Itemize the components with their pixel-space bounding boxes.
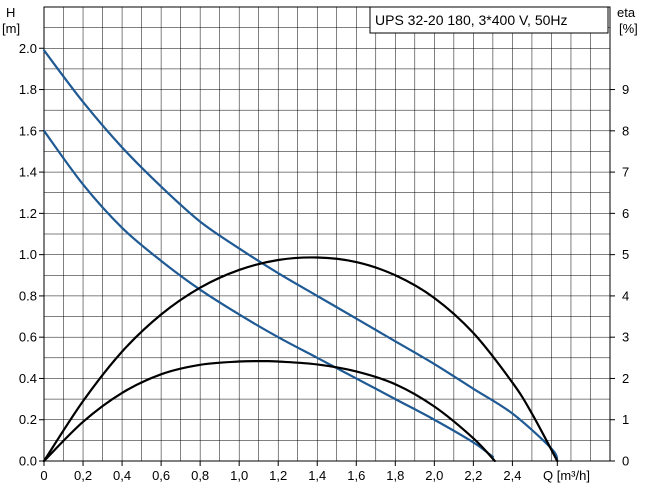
title-box xyxy=(369,6,609,34)
y2-tick-label: 7 xyxy=(622,165,629,180)
y2-tick-label: 5 xyxy=(622,247,629,262)
y2-tick-label: 9 xyxy=(622,82,629,97)
y-tick-label: 0.6 xyxy=(19,330,37,345)
x-tick-label: 0,2 xyxy=(74,468,92,483)
y-tick-label: 1.2 xyxy=(19,206,37,221)
y2-tick-label: 3 xyxy=(622,330,629,345)
x-tick-label: 1,0 xyxy=(230,468,248,483)
x-tick-label: 1,4 xyxy=(308,468,326,483)
y2-tick-label: 4 xyxy=(622,288,629,303)
y2-tick-label: 6 xyxy=(622,206,629,221)
y-axis-name: H xyxy=(6,5,15,20)
x-tick-label: 0 xyxy=(40,468,47,483)
y2-tick-labels: 0 1 2 3 4 5 6 7 8 9 xyxy=(622,82,629,468)
x-tick-label: 0,6 xyxy=(152,468,170,483)
y-tick-label: 0.8 xyxy=(19,288,37,303)
x-tick-label: 1,8 xyxy=(386,468,404,483)
y-tick-label: 1.8 xyxy=(19,82,37,97)
y-tick-labels: 0.0 0.2 0.4 0.6 0.8 1.0 1.2 1.4 1.6 1.8 2.0 xyxy=(19,41,37,469)
y-tick-label: 0.0 xyxy=(19,454,37,469)
y-tick-marks xyxy=(39,47,44,462)
head-curve-1 xyxy=(42,49,559,463)
head-curve-2 xyxy=(42,129,494,458)
y2-tick-marks xyxy=(610,89,615,462)
y-tick-label: 0.2 xyxy=(19,412,37,427)
x-axis-label: Q [m³/h] xyxy=(543,468,590,483)
y-tick-label: 1.0 xyxy=(19,247,37,262)
y2-tick-label: 2 xyxy=(622,371,629,386)
x-tick-label: 0,8 xyxy=(191,468,209,483)
y2-axis-unit: [%] xyxy=(619,21,638,36)
chart-title: UPS 32-20 180, 3*400 V, 50Hz xyxy=(375,12,568,28)
y-tick-label: 1.4 xyxy=(19,165,37,180)
y-tick-label: 0.4 xyxy=(19,371,37,386)
x-tick-label: 2,2 xyxy=(464,468,482,483)
x-tick-label: 1,6 xyxy=(347,468,365,483)
series-layer xyxy=(42,49,559,463)
y2-tick-label: 8 xyxy=(622,123,629,138)
horizontal-gridlines xyxy=(44,27,610,441)
y-tick-label: 2.0 xyxy=(19,41,37,56)
efficiency-curve-4 xyxy=(42,359,496,463)
y2-tick-label: 0 xyxy=(622,454,629,469)
x-tick-label: 0,4 xyxy=(113,468,131,483)
y-tick-label: 1.6 xyxy=(19,123,37,138)
x-tick-label: 2,0 xyxy=(425,468,443,483)
x-tick-label: 1,2 xyxy=(269,468,287,483)
x-tick-label: 2,4 xyxy=(503,468,521,483)
x-tick-marks xyxy=(43,461,558,466)
y2-axis-name: eta xyxy=(617,5,636,20)
x-tick-labels: 0 0,2 0,4 0,6 0,8 1,0 1,2 1,4 1,6 1,8 2,0 2,2 2,4 xyxy=(40,468,521,483)
efficiency-curve-3 xyxy=(42,256,559,463)
plot-frame xyxy=(43,6,611,462)
y2-tick-label: 1 xyxy=(622,412,629,427)
y-axis-unit: [m] xyxy=(2,21,20,36)
